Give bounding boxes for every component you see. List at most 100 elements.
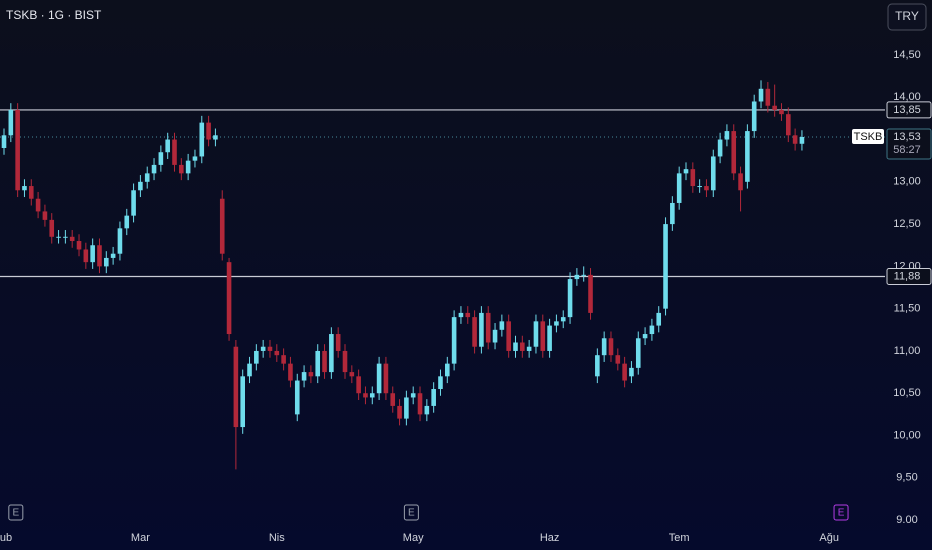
candle-body	[206, 122, 211, 140]
candle-body	[83, 249, 89, 263]
level-tag	[886, 268, 932, 286]
currency-button[interactable]	[887, 3, 927, 31]
candle-body	[376, 363, 382, 394]
candle-body	[288, 363, 293, 381]
candle-body	[15, 109, 20, 191]
x-tick-label: Nis	[269, 532, 285, 544]
candle-body	[431, 389, 436, 406]
event-marker[interactable]	[833, 504, 849, 521]
level-label: 13,85	[893, 104, 921, 116]
candle-body	[349, 372, 355, 377]
candle-body	[49, 219, 55, 237]
symbol-tag	[852, 128, 884, 144]
candle-body	[308, 372, 314, 377]
candle-body	[520, 342, 525, 351]
candle-body	[335, 334, 341, 351]
x-tick-label: May	[403, 532, 424, 544]
y-tick-label: 14,00	[893, 91, 921, 103]
price-label: 13,53	[893, 131, 921, 143]
candle-body	[42, 211, 48, 220]
candle-body	[315, 350, 321, 377]
candle-body	[622, 363, 627, 381]
event-label[interactable]: E	[408, 508, 415, 519]
y-tick-label: 11,50	[894, 303, 921, 315]
chart-title: TSKB · 1G · BIST	[6, 8, 102, 22]
candle-body	[369, 393, 375, 398]
candle-body	[751, 101, 757, 132]
candle-body	[533, 321, 539, 347]
candle-body	[329, 334, 334, 373]
event-marker[interactable]	[403, 504, 419, 521]
candle-body	[656, 312, 662, 326]
candle-body	[63, 236, 68, 238]
candle-body	[199, 122, 205, 157]
candle-body	[554, 321, 559, 326]
candle-body	[574, 274, 580, 280]
candle-body	[670, 202, 675, 225]
candle-body	[506, 321, 511, 351]
candle-body	[513, 342, 518, 351]
candle-body	[772, 105, 777, 110]
candle-body	[322, 350, 327, 373]
candle-body	[213, 135, 218, 140]
candle-body	[356, 376, 361, 394]
candle-body	[445, 363, 450, 377]
level-label: 11,88	[894, 270, 921, 282]
candle-body	[615, 355, 621, 364]
candle-body	[547, 325, 552, 351]
event-label[interactable]: E	[838, 508, 845, 519]
candle-body	[110, 253, 116, 258]
candle-body	[424, 405, 430, 415]
event-label[interactable]: E	[12, 508, 19, 519]
candle-body	[758, 88, 764, 102]
candle-body	[479, 312, 484, 347]
candle-body	[260, 346, 266, 351]
candle-body	[799, 136, 805, 144]
y-tick-label: 10,00	[893, 429, 921, 441]
candle-body	[608, 338, 614, 356]
candle-body	[8, 109, 14, 136]
candle-body	[724, 131, 730, 140]
candle-body	[185, 160, 191, 174]
candle-body	[192, 156, 198, 161]
candle-body	[588, 274, 593, 313]
candle-body	[717, 139, 723, 157]
candle-body	[56, 236, 61, 238]
candle-body	[731, 131, 737, 174]
candle-body	[649, 325, 655, 335]
level-tag	[886, 101, 932, 119]
currency-label[interactable]: TRY	[895, 9, 919, 23]
candle-body	[151, 164, 157, 174]
candle-body	[158, 152, 164, 165]
y-tick-label: 14,50	[893, 49, 921, 61]
event-marker[interactable]	[8, 504, 24, 521]
candle-body	[226, 262, 232, 335]
x-tick-label: Ağu	[819, 532, 839, 544]
y-tick-label: 9,50	[896, 472, 917, 484]
candle-body	[710, 156, 716, 191]
candle-body	[267, 346, 273, 351]
candle-body	[35, 198, 41, 212]
candle-body	[492, 329, 498, 343]
candle-body	[281, 355, 286, 364]
candle-body	[629, 367, 634, 377]
candle-body	[294, 380, 300, 415]
candle-body	[472, 317, 477, 347]
candle-body	[397, 405, 402, 419]
candle-body	[404, 397, 409, 419]
candle-body	[69, 236, 75, 242]
candle-body	[697, 186, 702, 188]
candle-body	[438, 376, 443, 390]
candle-body	[124, 215, 130, 229]
y-tick-label: 13,00	[893, 176, 921, 188]
candle-body	[663, 224, 668, 309]
candle-body	[704, 186, 709, 191]
candle-body	[417, 393, 423, 415]
candle-body	[233, 346, 239, 428]
x-tick-label: Mar	[131, 532, 150, 544]
candle-body	[601, 338, 607, 356]
candle-body	[363, 393, 368, 398]
candle-body	[738, 173, 743, 191]
